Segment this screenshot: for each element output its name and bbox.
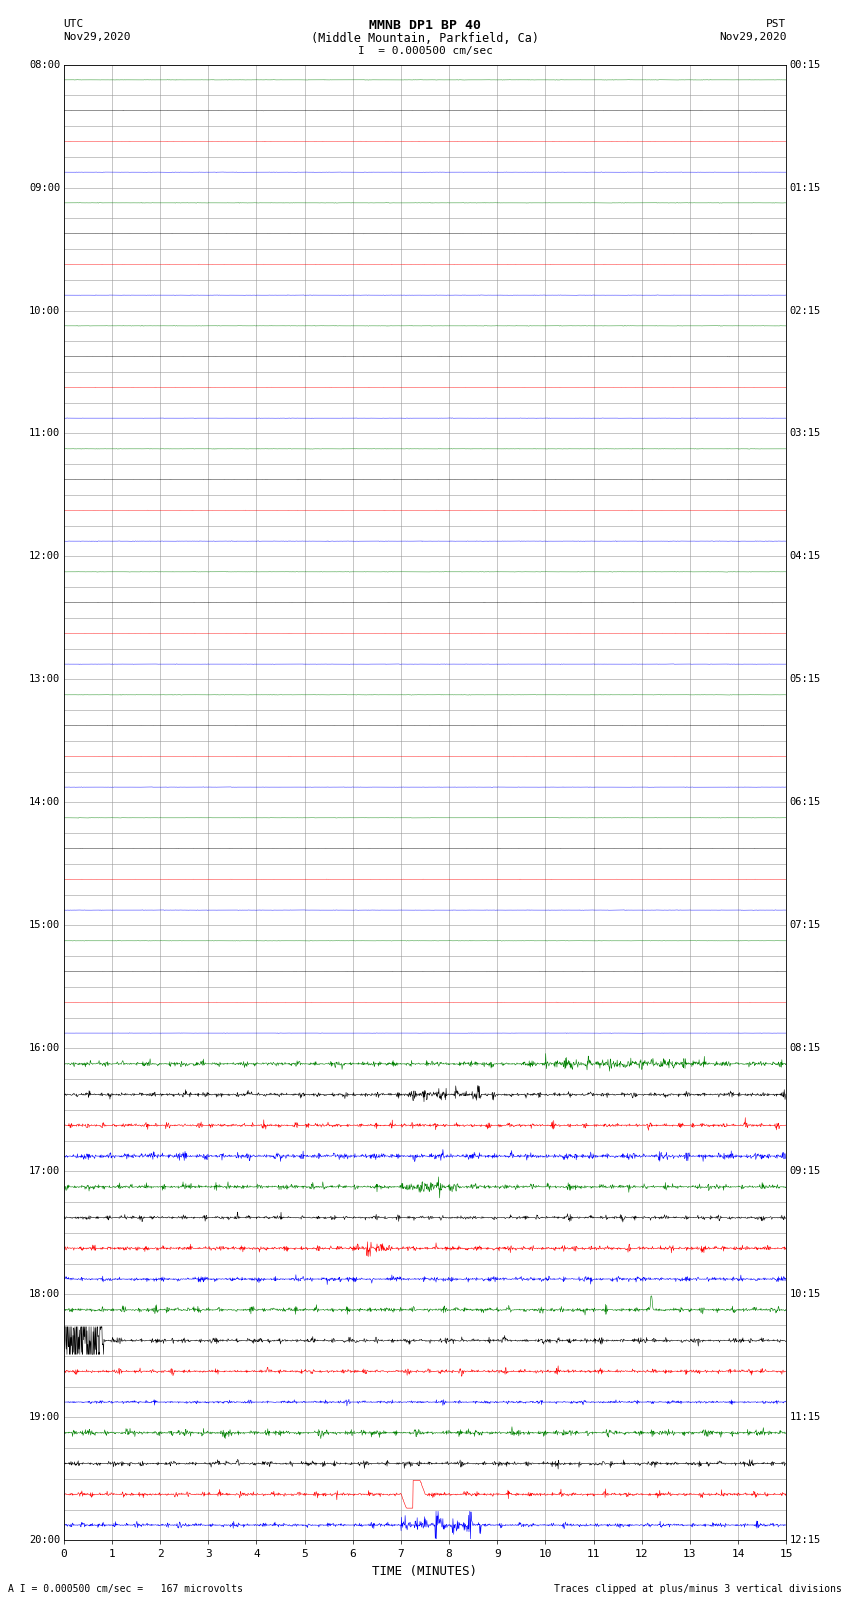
Text: 11:15: 11:15: [790, 1413, 821, 1423]
Text: 04:15: 04:15: [790, 552, 821, 561]
Text: A I = 0.000500 cm/sec =   167 microvolts: A I = 0.000500 cm/sec = 167 microvolts: [8, 1584, 243, 1594]
Text: 20:00: 20:00: [29, 1536, 60, 1545]
Text: 06:15: 06:15: [790, 797, 821, 808]
Text: 10:15: 10:15: [790, 1289, 821, 1300]
Text: Nov29,2020: Nov29,2020: [719, 32, 786, 42]
Text: 18:00: 18:00: [29, 1289, 60, 1300]
Text: 11:00: 11:00: [29, 429, 60, 439]
Text: 19:00: 19:00: [29, 1413, 60, 1423]
Text: 00:15: 00:15: [790, 60, 821, 69]
Text: I  = 0.000500 cm/sec: I = 0.000500 cm/sec: [358, 45, 492, 56]
Text: 08:15: 08:15: [790, 1044, 821, 1053]
Text: UTC: UTC: [64, 18, 84, 29]
Text: 16:00: 16:00: [29, 1044, 60, 1053]
Text: 02:15: 02:15: [790, 305, 821, 316]
Text: 07:15: 07:15: [790, 921, 821, 931]
Text: 09:00: 09:00: [29, 182, 60, 192]
Text: 12:15: 12:15: [790, 1536, 821, 1545]
Text: 13:00: 13:00: [29, 674, 60, 684]
Text: 12:00: 12:00: [29, 552, 60, 561]
Text: Nov29,2020: Nov29,2020: [64, 32, 131, 42]
Text: 10:00: 10:00: [29, 305, 60, 316]
Text: 14:00: 14:00: [29, 797, 60, 808]
Text: 17:00: 17:00: [29, 1166, 60, 1176]
Text: 15:00: 15:00: [29, 921, 60, 931]
Text: 08:00: 08:00: [29, 60, 60, 69]
Text: PST: PST: [766, 18, 786, 29]
Text: 03:15: 03:15: [790, 429, 821, 439]
Text: 05:15: 05:15: [790, 674, 821, 684]
Text: (Middle Mountain, Parkfield, Ca): (Middle Mountain, Parkfield, Ca): [311, 32, 539, 45]
Text: 01:15: 01:15: [790, 182, 821, 192]
Text: 09:15: 09:15: [790, 1166, 821, 1176]
X-axis label: TIME (MINUTES): TIME (MINUTES): [372, 1565, 478, 1578]
Text: Traces clipped at plus/minus 3 vertical divisions: Traces clipped at plus/minus 3 vertical …: [553, 1584, 842, 1594]
Text: MMNB DP1 BP 40: MMNB DP1 BP 40: [369, 18, 481, 32]
